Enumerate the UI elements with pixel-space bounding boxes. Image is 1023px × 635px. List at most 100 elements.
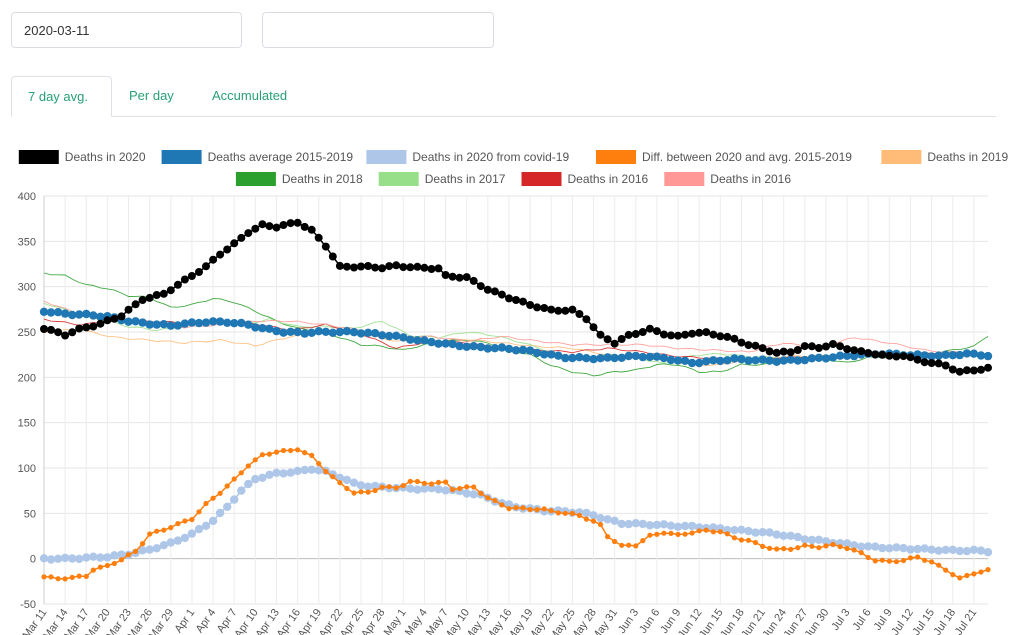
series-point-0 bbox=[61, 331, 70, 340]
y-tick-label: -50 bbox=[20, 599, 36, 611]
series-point-1 bbox=[596, 354, 605, 363]
series-point-2 bbox=[934, 546, 943, 555]
series-point-1 bbox=[363, 328, 373, 337]
series-point-2 bbox=[631, 519, 640, 528]
series-point-3 bbox=[760, 543, 766, 549]
date-from-field[interactable] bbox=[11, 12, 242, 48]
series-point-0 bbox=[244, 229, 253, 238]
series-point-2 bbox=[406, 484, 415, 493]
series-point-0 bbox=[603, 335, 612, 344]
series-point-2 bbox=[349, 478, 359, 487]
series-point-2 bbox=[610, 516, 619, 525]
series-point-3 bbox=[738, 537, 745, 543]
series-point-1 bbox=[490, 344, 500, 353]
series-point-0 bbox=[110, 314, 119, 323]
series-point-3 bbox=[816, 545, 822, 551]
series-point-0 bbox=[54, 328, 63, 337]
series-point-1 bbox=[730, 354, 739, 363]
series-point-0 bbox=[723, 332, 732, 341]
series-point-1 bbox=[723, 356, 732, 365]
series-point-2 bbox=[152, 544, 161, 553]
y-tick-label: 0 bbox=[30, 554, 36, 566]
series-point-1 bbox=[540, 350, 549, 359]
series-point-1 bbox=[610, 353, 619, 363]
series-point-0 bbox=[716, 332, 725, 341]
series-point-2 bbox=[60, 553, 70, 563]
series-point-3 bbox=[555, 510, 561, 516]
tab-7-day-avg[interactable]: 7 day avg. bbox=[11, 76, 112, 117]
series-point-0 bbox=[427, 265, 436, 273]
series-point-3 bbox=[724, 531, 730, 537]
y-tick-label: 150 bbox=[18, 418, 36, 430]
series-point-0 bbox=[927, 359, 936, 367]
series-point-3 bbox=[203, 500, 209, 507]
series-point-1 bbox=[321, 327, 330, 336]
series-point-3 bbox=[407, 478, 413, 484]
series-point-3 bbox=[288, 447, 294, 454]
series-point-3 bbox=[767, 545, 773, 551]
series-point-3 bbox=[323, 468, 329, 475]
series-point-0 bbox=[631, 330, 640, 338]
series-point-0 bbox=[920, 358, 929, 367]
series-point-1 bbox=[377, 331, 387, 340]
date-to-field[interactable] bbox=[262, 12, 494, 48]
legend-label: Diff. between 2020 and avg. 2015-2019 bbox=[642, 150, 852, 164]
series-point-3 bbox=[907, 555, 914, 561]
series-point-2 bbox=[166, 538, 175, 547]
series-point-3 bbox=[823, 543, 829, 549]
series-point-1 bbox=[927, 352, 936, 361]
series-point-0 bbox=[688, 329, 697, 338]
series-point-0 bbox=[251, 224, 260, 233]
series-point-1 bbox=[201, 318, 211, 327]
series-point-1 bbox=[624, 351, 633, 361]
series-point-2 bbox=[145, 545, 154, 554]
series-point-0 bbox=[490, 287, 499, 296]
series-point-3 bbox=[943, 567, 949, 573]
series-point-1 bbox=[765, 356, 774, 365]
series-point-3 bbox=[548, 508, 554, 514]
series-point-1 bbox=[617, 353, 626, 362]
series-point-3 bbox=[118, 557, 125, 563]
series-point-3 bbox=[978, 569, 984, 575]
series-point-0 bbox=[279, 221, 288, 229]
series-point-3 bbox=[929, 559, 935, 565]
series-point-1 bbox=[187, 318, 197, 327]
series-point-2 bbox=[645, 521, 655, 530]
series-point-3 bbox=[259, 452, 265, 458]
series-point-0 bbox=[800, 342, 809, 351]
series-point-1 bbox=[434, 339, 443, 348]
series-point-2 bbox=[39, 554, 49, 563]
tab-accumulated[interactable]: Accumulated bbox=[212, 88, 288, 103]
series-point-1 bbox=[448, 339, 457, 349]
series-point-2 bbox=[230, 495, 239, 504]
series-point-0 bbox=[822, 342, 830, 351]
tab-per-day[interactable]: Per day bbox=[129, 88, 174, 103]
series-point-1 bbox=[821, 354, 831, 363]
series-point-0 bbox=[350, 263, 358, 272]
series-point-1 bbox=[666, 355, 676, 365]
series-point-0 bbox=[138, 296, 147, 304]
series-point-0 bbox=[378, 264, 387, 273]
series-point-0 bbox=[807, 342, 816, 351]
series-point-3 bbox=[464, 484, 470, 490]
series-point-3 bbox=[809, 543, 815, 549]
series-point-3 bbox=[280, 447, 287, 454]
series-point-1 bbox=[215, 317, 225, 326]
series-point-0 bbox=[47, 325, 55, 334]
series-point-3 bbox=[379, 484, 385, 490]
series-point-1 bbox=[983, 351, 993, 361]
series-point-0 bbox=[695, 328, 704, 337]
series-point-2 bbox=[363, 482, 373, 491]
series-point-3 bbox=[506, 506, 512, 512]
x-tick-label: Jun 6 bbox=[637, 607, 662, 635]
date-from-input[interactable] bbox=[12, 13, 241, 47]
series-point-1 bbox=[568, 353, 577, 363]
series-point-0 bbox=[385, 262, 394, 271]
date-to-input[interactable] bbox=[263, 13, 493, 47]
series-point-3 bbox=[492, 497, 498, 504]
series-point-1 bbox=[645, 352, 655, 362]
series-point-1 bbox=[279, 328, 288, 337]
series-point-2 bbox=[765, 528, 774, 537]
series-point-3 bbox=[421, 480, 427, 486]
series-point-0 bbox=[448, 272, 457, 281]
